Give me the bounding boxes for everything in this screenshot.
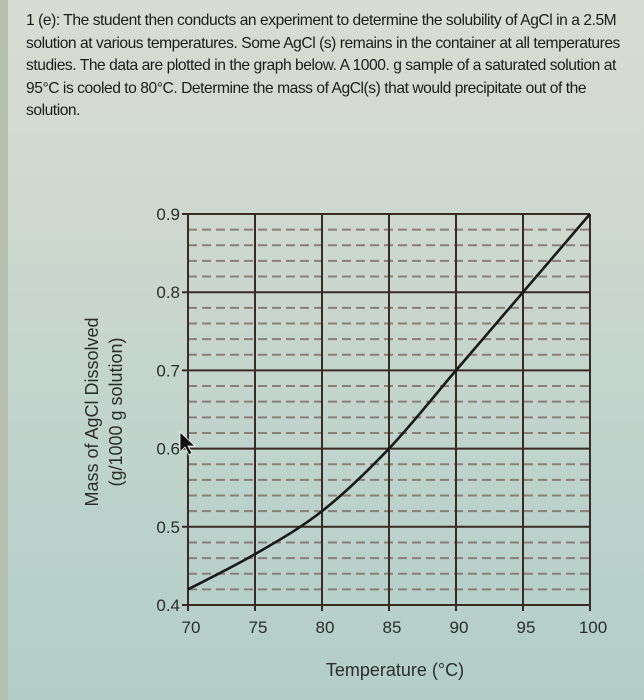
- y-tick-label: 0.6: [156, 440, 180, 459]
- question-text: 1 (e): The student then conducts an expe…: [26, 12, 620, 119]
- x-tick-label: 75: [249, 618, 268, 637]
- x-tick-label: 100: [579, 618, 607, 637]
- solubility-curve: [187, 213, 591, 591]
- x-tick-label: 85: [383, 618, 402, 637]
- y-tick-label: 0.5: [156, 518, 180, 537]
- x-tick-label: 90: [450, 618, 469, 637]
- x-tick-label: 70: [182, 618, 201, 637]
- y-tick-label: 0.9: [156, 205, 180, 224]
- x-tick-labels: 70 75 80 85 90 95 100: [182, 618, 608, 637]
- left-edge-strip: [0, 0, 8, 700]
- y-tick-labels: 0.4 0.5 0.6 0.7 0.8 0.9: [156, 205, 180, 615]
- x-axis-label: Temperature (°C): [326, 660, 464, 680]
- y-axis-label-line2: (g/1000 g solution): [106, 337, 126, 486]
- x-tick-label: 95: [517, 618, 536, 637]
- solubility-line: [187, 213, 591, 591]
- y-tick-label: 0.4: [156, 596, 180, 615]
- mouse-cursor-icon: [179, 431, 197, 456]
- chart-grid: [182, 213, 591, 611]
- y-axis-label-line1: Mass of AgCl Dissolved: [82, 317, 102, 506]
- y-tick-label: 0.7: [156, 361, 180, 380]
- x-tick-label: 80: [316, 618, 335, 637]
- y-tick-label: 0.8: [156, 283, 180, 302]
